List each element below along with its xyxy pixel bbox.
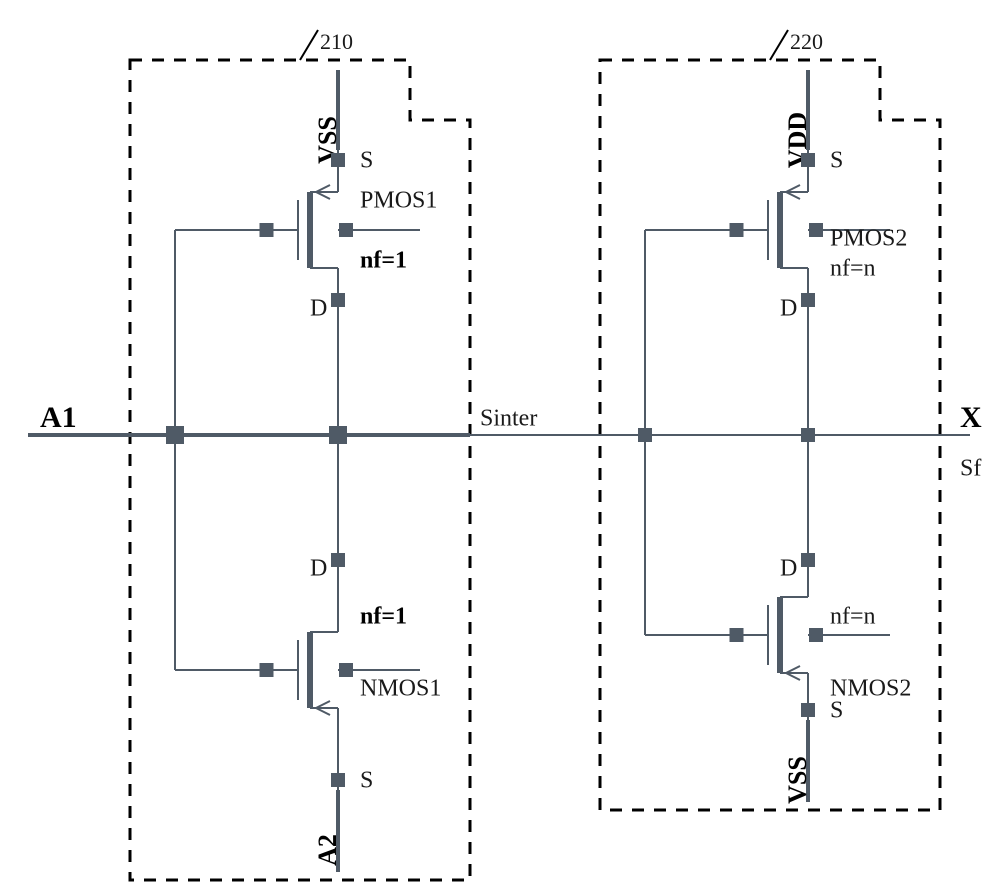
svg-text:D: D bbox=[780, 556, 797, 582]
svg-text:nf=n: nf=n bbox=[830, 604, 876, 630]
svg-text:PMOS1: PMOS1 bbox=[360, 188, 437, 214]
svg-text:220: 220 bbox=[790, 29, 823, 54]
svg-text:S: S bbox=[830, 698, 843, 724]
svg-text:D: D bbox=[780, 296, 797, 322]
svg-text:X: X bbox=[960, 401, 982, 434]
svg-text:Sf: Sf bbox=[960, 456, 981, 482]
svg-text:A2: A2 bbox=[313, 834, 342, 866]
svg-text:S: S bbox=[360, 148, 373, 174]
svg-text:nf=1: nf=1 bbox=[360, 604, 407, 630]
svg-text:S: S bbox=[360, 768, 373, 794]
svg-text:A1: A1 bbox=[40, 401, 77, 434]
svg-text:S: S bbox=[830, 148, 843, 174]
svg-text:nf=1: nf=1 bbox=[360, 248, 407, 274]
svg-text:nf=n: nf=n bbox=[830, 256, 876, 282]
svg-text:NMOS1: NMOS1 bbox=[360, 676, 441, 702]
svg-text:Sinter: Sinter bbox=[480, 406, 537, 432]
circuit-schematic: 210220A1SinterXSfVSSA2VDDVSSPMOS1nf=1SDN… bbox=[0, 0, 1000, 894]
svg-text:PMOS2: PMOS2 bbox=[830, 226, 907, 252]
svg-text:D: D bbox=[310, 296, 327, 322]
svg-text:D: D bbox=[310, 556, 327, 582]
svg-text:VSS: VSS bbox=[783, 756, 812, 804]
svg-text:210: 210 bbox=[320, 29, 353, 54]
